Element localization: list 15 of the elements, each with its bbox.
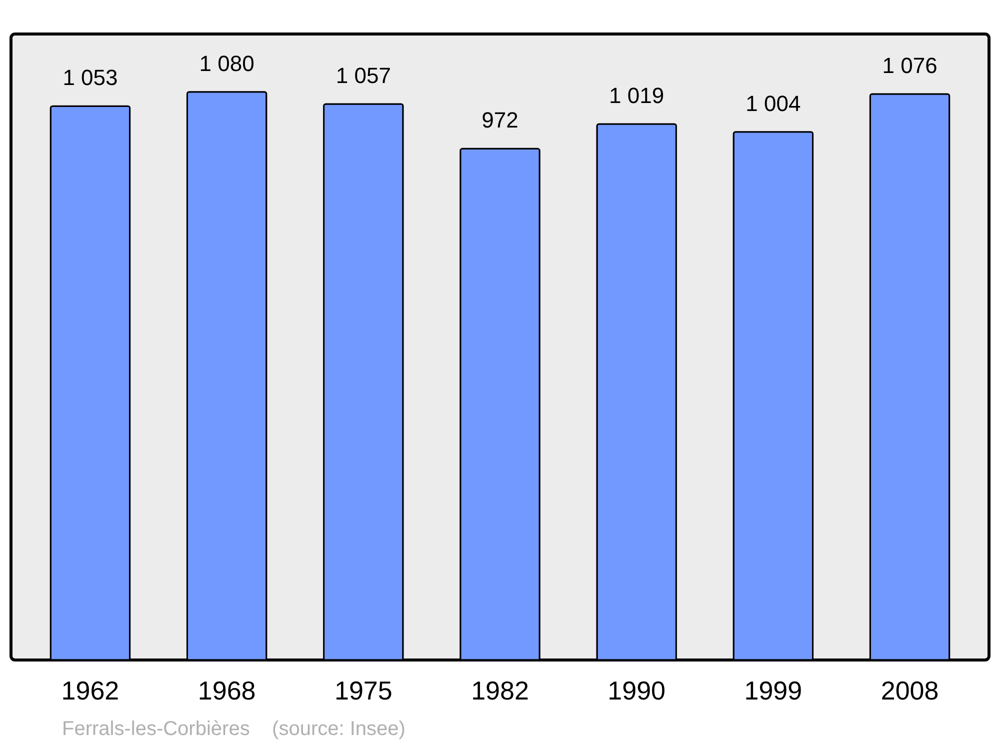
x-tick-label: 1999 <box>744 676 802 706</box>
text: Ferrals-les-Corbières (source: Insee) <box>62 718 406 740</box>
data-label: 972 <box>482 108 518 133</box>
data-label: 1 076 <box>882 52 938 78</box>
x-tick-label: 1962 <box>61 676 120 706</box>
data-label: 1 057 <box>336 62 391 88</box>
data-label: 1 053 <box>62 65 118 90</box>
data-label: 1 019 <box>609 82 664 108</box>
x-tick-label: 2008 <box>880 676 939 706</box>
x-tick-label: 1968 <box>198 676 256 706</box>
data-label: 1 004 <box>746 90 801 116</box>
data-label: 1 080 <box>199 50 254 76</box>
x-tick-label: 1975 <box>334 676 392 706</box>
x-tick-label: 1982 <box>471 676 529 706</box>
x-tick-label: 1990 <box>608 676 666 706</box>
